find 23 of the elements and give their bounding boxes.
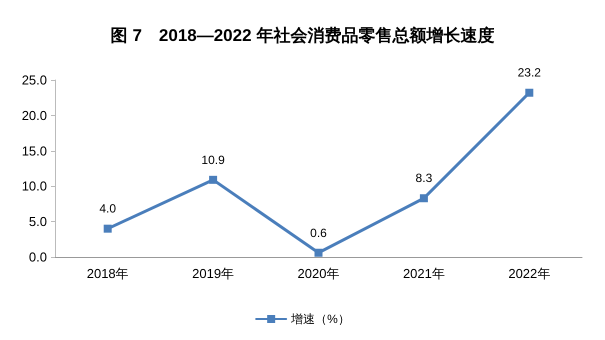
legend-label: 增速（%） (290, 312, 350, 326)
y-tick-label: 20.0 (22, 108, 47, 123)
point (525, 88, 534, 97)
y-tick-label: 0.0 (28, 250, 47, 264)
data-label: 8.3 (416, 171, 433, 186)
chart-title: 图 7 2018—2022 年社会消费品零售总额增长速度 (110, 26, 494, 45)
data-label: 10.9 (201, 152, 226, 167)
y-tick-label: 10.0 (22, 178, 47, 194)
x-tick-label: 2021年 (402, 266, 445, 281)
x-tick-label: 2018年 (86, 266, 129, 281)
data-label: 23.2 (518, 66, 542, 80)
x-tick-label: 2022年 (508, 266, 550, 281)
y-tick-label: 15.0 (22, 143, 47, 158)
y-tick-label: 25.0 (22, 72, 47, 88)
data-label: 4.0 (99, 202, 116, 216)
point (104, 224, 112, 233)
x-tick-label: 2020年 (298, 266, 340, 281)
data-label: 0.6 (310, 226, 328, 240)
point (420, 194, 428, 202)
point (314, 248, 322, 257)
point (209, 176, 218, 184)
y-tick-label: 5.0 (28, 214, 47, 230)
x-tick-label: 2019年 (192, 266, 234, 281)
